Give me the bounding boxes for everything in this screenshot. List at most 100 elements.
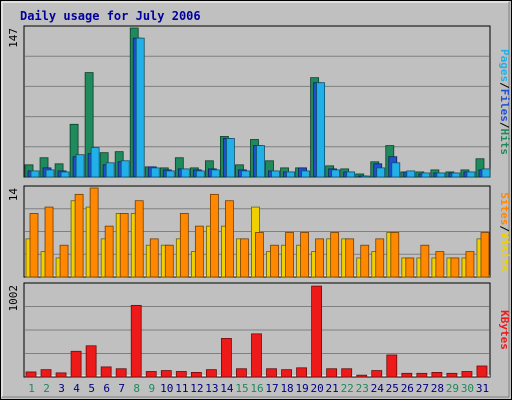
bar-pages-day-11 <box>180 168 190 178</box>
legend-separator: / <box>498 225 511 232</box>
bar-sites-day-18 <box>285 232 294 278</box>
bar-pages-day-17 <box>271 170 280 178</box>
bar-sites-day-6 <box>104 225 114 278</box>
x-tick-label-day-23: 23 <box>356 382 369 395</box>
panel-hits-files-pages-max-label: 147 <box>7 28 20 48</box>
bar-sites-day-31 <box>480 232 490 278</box>
bar-sites-day-11 <box>179 213 189 278</box>
bar-pages-day-30 <box>466 171 476 178</box>
x-tick-label-day-22: 22 <box>341 382 354 395</box>
panel-hits-files-pages-legend: Pages/Files/Hits <box>498 49 511 155</box>
bar-pages-day-26 <box>406 170 416 178</box>
bar-kbytes-day-9 <box>145 371 157 378</box>
x-tick-label-day-29: 29 <box>446 382 459 395</box>
bar-sites-day-20 <box>315 238 325 278</box>
bar-pages-day-16 <box>256 145 265 178</box>
bar-pages-day-24 <box>376 167 386 178</box>
bar-kbytes-day-13 <box>205 369 217 378</box>
bar-sites-day-1 <box>29 213 39 278</box>
x-tick-label-day-27: 27 <box>416 382 429 395</box>
bar-pages-day-7 <box>120 160 130 178</box>
x-tick-label-day-18: 18 <box>280 382 293 395</box>
bar-kbytes-day-7 <box>115 368 127 378</box>
x-tick-label-day-11: 11 <box>175 382 188 395</box>
bar-kbytes-day-22 <box>341 368 353 378</box>
bar-sites-day-10 <box>164 244 174 278</box>
bar-kbytes-day-6 <box>100 366 112 378</box>
bar-kbytes-day-25 <box>386 354 398 378</box>
bar-pages-day-18 <box>286 171 295 178</box>
bar-pages-day-10 <box>165 170 175 178</box>
bar-sites-day-5 <box>89 187 99 278</box>
bar-pages-day-5 <box>90 147 100 178</box>
x-tick-label-day-7: 7 <box>118 382 125 395</box>
x-tick-label-day-6: 6 <box>103 382 110 395</box>
x-tick-label-day-24: 24 <box>371 382 385 395</box>
bar-kbytes-day-19 <box>296 367 307 378</box>
x-tick-label-day-4: 4 <box>73 382 80 395</box>
panel-sites-visits-max-label: 14 <box>7 188 20 202</box>
x-tick-label-day-16: 16 <box>250 382 263 395</box>
bar-kbytes-day-12 <box>190 372 202 378</box>
x-tick-label-day-2: 2 <box>43 382 50 395</box>
bar-kbytes-day-24 <box>371 370 383 378</box>
x-tick-label-day-21: 21 <box>326 382 339 395</box>
x-tick-label-day-15: 15 <box>235 382 248 395</box>
bar-sites-day-12 <box>194 225 204 278</box>
bar-pages-day-29 <box>451 172 461 178</box>
legend-files: Files <box>498 89 511 122</box>
x-tick-label-day-3: 3 <box>58 382 65 395</box>
x-tick-label-day-17: 17 <box>265 382 278 395</box>
bar-sites-day-28 <box>435 251 445 278</box>
bar-sites-day-21 <box>330 232 340 278</box>
bar-pages-day-2 <box>45 169 55 178</box>
bar-kbytes-day-16 <box>251 333 262 378</box>
bar-pages-day-20 <box>316 82 326 178</box>
bar-sites-day-16 <box>255 232 264 278</box>
bar-sites-day-27 <box>420 244 430 278</box>
bar-sites-day-17 <box>270 244 279 278</box>
x-tick-label-day-25: 25 <box>386 382 399 395</box>
bar-pages-day-4 <box>75 154 85 178</box>
x-tick-label-day-20: 20 <box>311 382 324 395</box>
x-tick-label-day-10: 10 <box>160 382 173 395</box>
bar-kbytes-day-28 <box>431 372 443 378</box>
bar-kbytes-day-27 <box>416 372 428 378</box>
bar-pages-day-8 <box>135 37 145 178</box>
bar-pages-day-27 <box>421 172 431 178</box>
x-tick-label-day-30: 30 <box>461 382 474 395</box>
bar-pages-day-1 <box>30 170 40 178</box>
x-tick-label-day-9: 9 <box>148 382 155 395</box>
bar-sites-day-26 <box>405 257 415 278</box>
bar-kbytes-day-17 <box>266 368 277 378</box>
bar-sites-day-3 <box>59 244 69 278</box>
bar-sites-day-14 <box>225 200 234 278</box>
bar-kbytes-day-3 <box>55 372 67 378</box>
chart-title: Daily usage for July 2006 <box>20 9 201 23</box>
bar-pages-day-15 <box>241 170 250 178</box>
bar-pages-day-23 <box>361 175 371 178</box>
bar-pages-day-25 <box>391 162 401 178</box>
bar-pages-day-13 <box>210 169 220 178</box>
bar-sites-day-22 <box>345 238 355 278</box>
bar-sites-day-4 <box>74 193 84 278</box>
bar-sites-day-9 <box>149 238 159 278</box>
x-tick-label-day-14: 14 <box>220 382 234 395</box>
legend-kbytes: KBytes <box>498 310 511 350</box>
bar-sites-day-13 <box>209 193 219 278</box>
bar-pages-day-9 <box>150 167 160 178</box>
panel-kbytes-max-label: 1002 <box>7 285 20 312</box>
bar-pages-day-22 <box>346 171 356 178</box>
bar-sites-day-7 <box>119 213 129 278</box>
x-tick-label-day-19: 19 <box>295 382 308 395</box>
bar-kbytes-day-30 <box>461 371 473 378</box>
bar-pages-day-31 <box>481 168 491 178</box>
legend-separator: / <box>498 122 511 129</box>
bar-sites-day-8 <box>134 200 144 278</box>
bar-sites-day-25 <box>390 232 400 278</box>
legend-pages: Pages <box>498 49 511 82</box>
bar-sites-day-29 <box>450 257 460 278</box>
x-tick-label-day-8: 8 <box>133 382 140 395</box>
